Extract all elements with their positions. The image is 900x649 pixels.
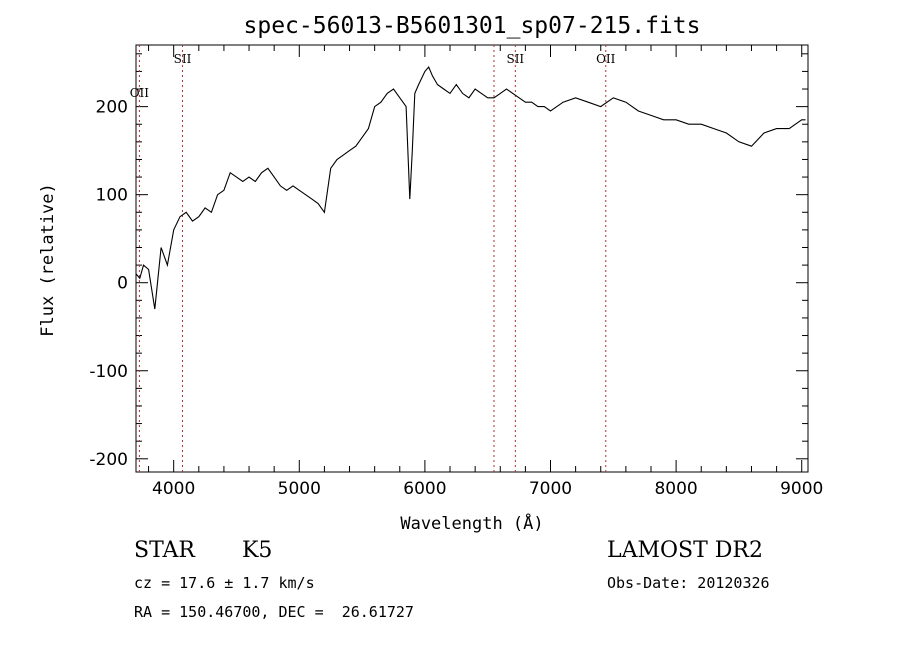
emission-line-label: OII	[596, 52, 616, 66]
emission-line-label: SII	[174, 52, 192, 66]
class-label: STAR	[134, 538, 195, 563]
x-tick-label: 4000	[152, 479, 195, 499]
x-tick-label: 8000	[654, 479, 697, 499]
x-tick-label: 9000	[780, 479, 823, 499]
coordinates: RA = 150.46700, DEC = 26.61727	[134, 603, 414, 621]
y-tick-label: 0	[117, 274, 128, 294]
subclass-label: K5	[242, 538, 273, 563]
y-tick-label: -100	[89, 362, 128, 382]
x-tick-label: 7000	[529, 479, 572, 499]
x-tick-label: 6000	[403, 479, 446, 499]
plot-frame	[135, 44, 809, 473]
emission-line-label: SII	[506, 52, 524, 66]
emission-line-markers: OII SII SII OII	[130, 45, 616, 472]
y-axis-label: Flux (relative)	[38, 183, 58, 337]
emission-line-label: OII	[130, 86, 150, 100]
series-group	[135, 65, 806, 310]
obs-date: Obs-Date: 20120326	[607, 574, 770, 592]
y-tick-label: 200	[96, 98, 128, 118]
x-tick-label: 5000	[278, 479, 321, 499]
survey-label: LAMOST DR2	[607, 538, 763, 563]
chart-title: spec-56013-B5601301_sp07-215.fits	[244, 13, 701, 39]
x-axis-label: Wavelength (Å)	[400, 512, 543, 534]
y-tick-label: -200	[89, 450, 128, 470]
axes-group: 4000 5000 6000 7000 8000 9000 -200 -100 0 100 200	[89, 45, 823, 499]
cz-value: cz = 17.6 ± 1.7 km/s	[134, 574, 315, 592]
spectrum-line	[135, 65, 806, 310]
y-tick-label: 100	[96, 186, 128, 206]
